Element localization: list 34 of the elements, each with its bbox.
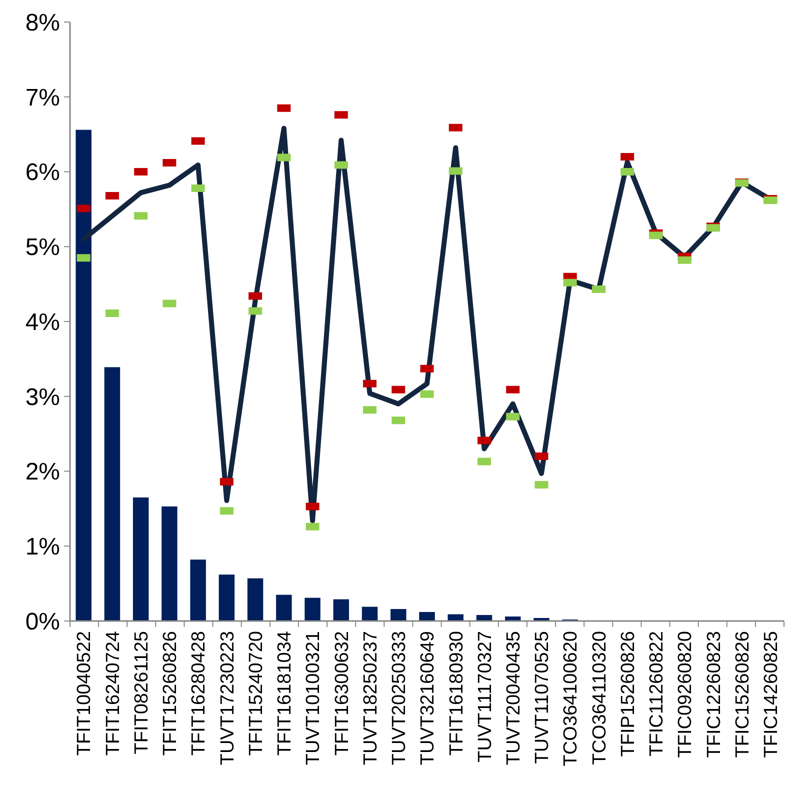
x-tick-label: TFIT08261125	[131, 631, 152, 754]
y-tick-label: 6%	[25, 159, 60, 186]
x-tick-label: TFIT16300632	[332, 631, 353, 756]
x-tick-label: TFIT10040522	[74, 631, 96, 756]
x-tick-label: TFIC15260826	[732, 631, 754, 758]
x-tick-label: TFIC12260823	[704, 631, 725, 758]
y-tick-label: 5%	[25, 234, 60, 262]
x-tick-label: TFIC09260820	[675, 631, 696, 758]
x-tick-label: TFIT15260826	[160, 631, 182, 756]
x-tick-label: TCO364110320	[589, 631, 610, 765]
y-tick-label: 7%	[25, 84, 60, 112]
x-tick-label: TFIT15240720	[246, 631, 267, 756]
x-tick-label: TUVT11070525	[532, 631, 554, 764]
y-tick-label: 2%	[25, 458, 60, 486]
x-tick-label: TUVT20250333	[389, 631, 410, 766]
x-tick-label: TUVT11170327	[474, 631, 496, 762]
x-tick-label: TFIT16240724	[102, 630, 124, 756]
y-tick-label: 0%	[25, 608, 60, 636]
y-tick-label: 3%	[25, 384, 60, 411]
x-tick-label: TFIT16181034	[274, 630, 296, 756]
x-tick-label: TFIP15260826	[618, 631, 639, 757]
x-tick-label: TUVT18250237	[360, 631, 382, 766]
x-tick-label: TFIT16280428	[188, 631, 210, 756]
x-tick-label: TUVT20040435	[504, 631, 524, 766]
y-tick-label: 1%	[25, 534, 60, 561]
x-tick-label: TFIT16180930	[446, 631, 468, 756]
x-tick-label: TUVT32160649	[418, 631, 439, 766]
x-tick-label: TUVT17230223	[217, 631, 238, 766]
y-tick-label: 4%	[25, 308, 60, 336]
x-tick-label: TUVT10100321	[303, 631, 324, 766]
x-tick-label: TFIC11260822	[646, 631, 668, 756]
y-tick-label: 8%	[25, 9, 60, 36]
x-tick-label: TCO364100620	[560, 631, 582, 766]
x-tick-label: TFIC14260825	[761, 631, 782, 758]
